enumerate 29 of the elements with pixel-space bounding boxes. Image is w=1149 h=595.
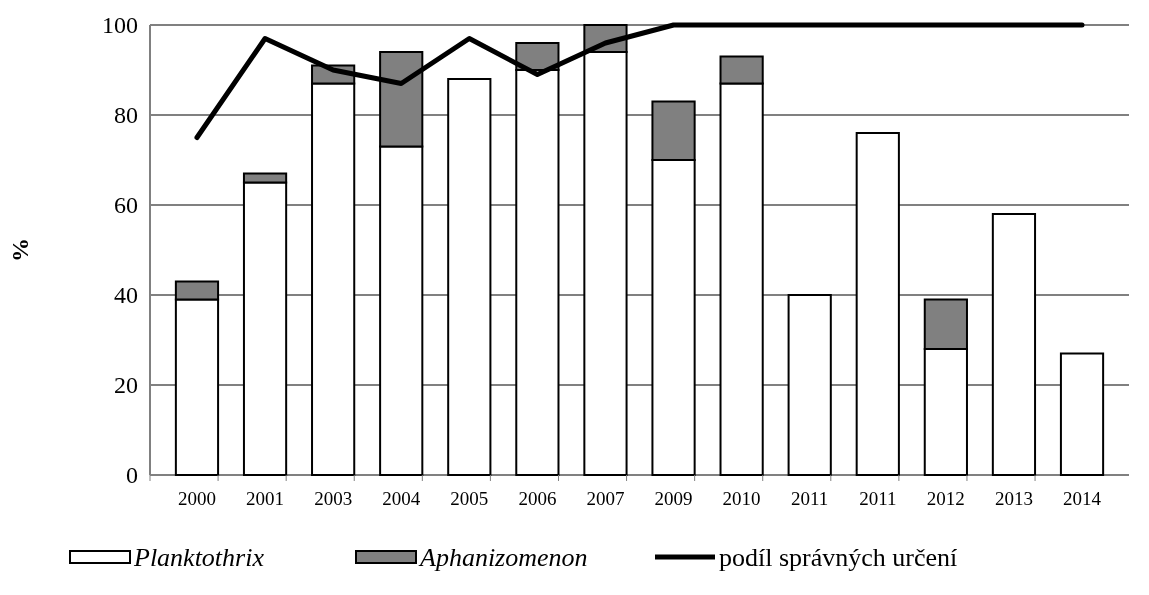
x-tick-label: 2014 xyxy=(1063,488,1102,509)
x-tick-label: 2000 xyxy=(177,488,216,509)
legend-label: podíl správných určení xyxy=(719,543,958,573)
x-tick-label: 2012 xyxy=(926,488,965,509)
legend-label: Aphanizomenon xyxy=(418,543,588,573)
x-tick-label: 2010 xyxy=(722,488,761,509)
x-tick-label: 2006 xyxy=(518,488,557,509)
bar xyxy=(855,132,900,476)
x-tick-label: 2005 xyxy=(450,488,489,509)
bar xyxy=(447,78,492,476)
legend-label: Planktothrix xyxy=(133,543,265,573)
y-tick-label: 60 xyxy=(114,192,138,219)
y-tick-label: 80 xyxy=(114,102,138,129)
x-tick-label: 2011 xyxy=(859,488,897,509)
y-tick-label: 20 xyxy=(114,372,138,399)
y-axis-title: % xyxy=(7,238,33,262)
y-tick-label: 0 xyxy=(126,462,138,489)
bar xyxy=(1059,352,1105,476)
x-tick-label: 2001 xyxy=(246,488,285,509)
bar xyxy=(787,294,832,476)
x-tick-label: 2004 xyxy=(382,488,421,509)
y-tick-label: 40 xyxy=(114,282,138,309)
x-tick-label: 2007 xyxy=(586,488,625,509)
bar xyxy=(991,213,1037,476)
x-tick-label: 2009 xyxy=(654,488,693,509)
x-tick-label: 2011 xyxy=(791,488,829,509)
y-tick-label: 100 xyxy=(102,12,138,39)
x-tick-label: 2003 xyxy=(314,488,353,509)
x-tick-label: 2013 xyxy=(994,488,1033,509)
